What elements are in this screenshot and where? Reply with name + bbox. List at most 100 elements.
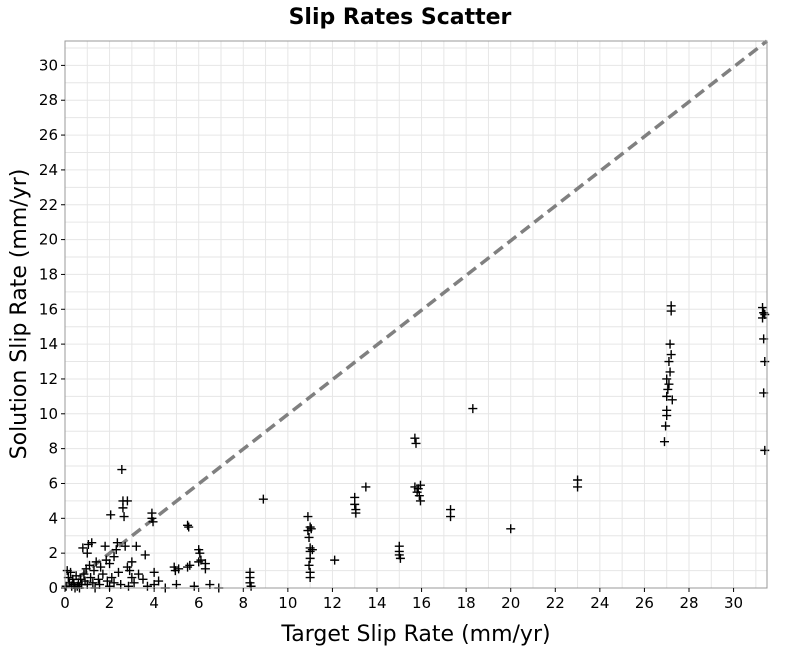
data-point bbox=[361, 482, 371, 492]
data-point bbox=[96, 562, 106, 572]
x-tick-label: 8 bbox=[239, 594, 249, 612]
data-point bbox=[305, 553, 315, 563]
x-tick-label: 12 bbox=[323, 594, 342, 612]
data-point bbox=[109, 552, 119, 562]
y-tick-label: 6 bbox=[48, 474, 58, 492]
data-point bbox=[415, 480, 425, 490]
data-point bbox=[76, 574, 86, 584]
data-point bbox=[185, 560, 195, 570]
data-point bbox=[246, 581, 256, 591]
data-point bbox=[664, 357, 674, 367]
data-point bbox=[131, 541, 141, 551]
data-point bbox=[667, 395, 677, 405]
x-tick-label: 30 bbox=[724, 594, 743, 612]
data-point bbox=[760, 357, 770, 367]
data-point bbox=[124, 581, 134, 591]
data-point bbox=[109, 578, 119, 588]
y-tick-label: 26 bbox=[39, 126, 58, 144]
data-point bbox=[659, 437, 669, 447]
data-point bbox=[304, 532, 314, 542]
data-point bbox=[350, 499, 360, 509]
data-point bbox=[307, 545, 317, 555]
y-tick-label: 18 bbox=[39, 265, 58, 283]
data-point bbox=[304, 560, 314, 570]
x-tick-labels: 0 2 4 6 8 10 12 14 16 18 20 22 24 26 28 30 bbox=[60, 588, 743, 612]
y-tick-label: 2 bbox=[48, 544, 58, 562]
y-tick-label: 12 bbox=[39, 370, 58, 388]
data-point bbox=[194, 557, 204, 567]
data-point bbox=[195, 548, 205, 558]
data-point bbox=[410, 433, 420, 443]
data-point bbox=[142, 581, 152, 591]
data-point bbox=[174, 564, 184, 574]
data-point bbox=[120, 541, 130, 551]
data-point bbox=[184, 522, 194, 532]
data-point bbox=[89, 566, 99, 576]
data-point bbox=[760, 445, 770, 455]
data-point bbox=[573, 482, 583, 492]
data-point bbox=[134, 569, 144, 579]
data-point bbox=[66, 567, 76, 577]
data-point bbox=[154, 576, 164, 586]
data-point bbox=[88, 578, 98, 588]
data-point bbox=[105, 559, 115, 569]
data-point bbox=[395, 553, 405, 563]
data-point bbox=[411, 438, 421, 448]
data-point bbox=[506, 524, 516, 534]
plot-frame bbox=[64, 40, 768, 589]
data-point bbox=[189, 581, 199, 591]
y-tick-label: 4 bbox=[48, 509, 58, 527]
y-tick-label: 8 bbox=[48, 440, 58, 458]
reference-line bbox=[63, 39, 769, 590]
data-point bbox=[106, 510, 116, 520]
data-point bbox=[127, 557, 137, 567]
reference-line-group bbox=[63, 39, 769, 590]
data-point bbox=[666, 350, 676, 360]
data-point bbox=[351, 508, 361, 518]
x-axis-label: Target Slip Rate (mm/yr) bbox=[280, 622, 550, 647]
data-point bbox=[662, 405, 672, 415]
data-point bbox=[98, 569, 108, 579]
data-point bbox=[87, 538, 97, 548]
y-tick-label: 10 bbox=[39, 405, 58, 423]
chart-title: Slip Rates Scatter bbox=[289, 5, 512, 30]
data-point bbox=[306, 524, 316, 534]
x-tick-label: 14 bbox=[367, 594, 386, 612]
data-point bbox=[113, 567, 123, 577]
data-point bbox=[111, 545, 121, 555]
data-point bbox=[85, 560, 95, 570]
data-point bbox=[468, 404, 478, 414]
x-tick-label: 0 bbox=[60, 594, 70, 612]
data-point bbox=[78, 543, 88, 553]
data-point bbox=[148, 517, 158, 527]
x-tick-label: 22 bbox=[546, 594, 565, 612]
data-point bbox=[112, 538, 122, 548]
y-tick-label: 16 bbox=[39, 300, 58, 318]
data-point bbox=[662, 374, 672, 384]
x-tick-label: 18 bbox=[457, 594, 476, 612]
data-point bbox=[82, 548, 92, 558]
data-point bbox=[117, 465, 127, 475]
data-point bbox=[200, 564, 210, 574]
x-tick-label: 16 bbox=[412, 594, 431, 612]
data-point bbox=[415, 496, 425, 506]
data-point bbox=[122, 496, 132, 506]
y-tick-label: 30 bbox=[39, 56, 58, 74]
data-point bbox=[664, 379, 674, 389]
data-point bbox=[663, 384, 673, 394]
data-point bbox=[446, 512, 456, 522]
data-point bbox=[107, 573, 117, 583]
data-point bbox=[91, 557, 101, 567]
y-axis-label: Solution Slip Rate (mm/yr) bbox=[7, 169, 32, 460]
data-point bbox=[86, 573, 96, 583]
data-point bbox=[330, 555, 340, 565]
data-point bbox=[760, 310, 770, 319]
data-point bbox=[127, 573, 137, 583]
x-tick-label: 28 bbox=[679, 594, 698, 612]
data-point bbox=[303, 512, 313, 522]
y-tick-label: 14 bbox=[39, 335, 58, 353]
data-point bbox=[125, 566, 135, 576]
data-point bbox=[758, 303, 768, 313]
